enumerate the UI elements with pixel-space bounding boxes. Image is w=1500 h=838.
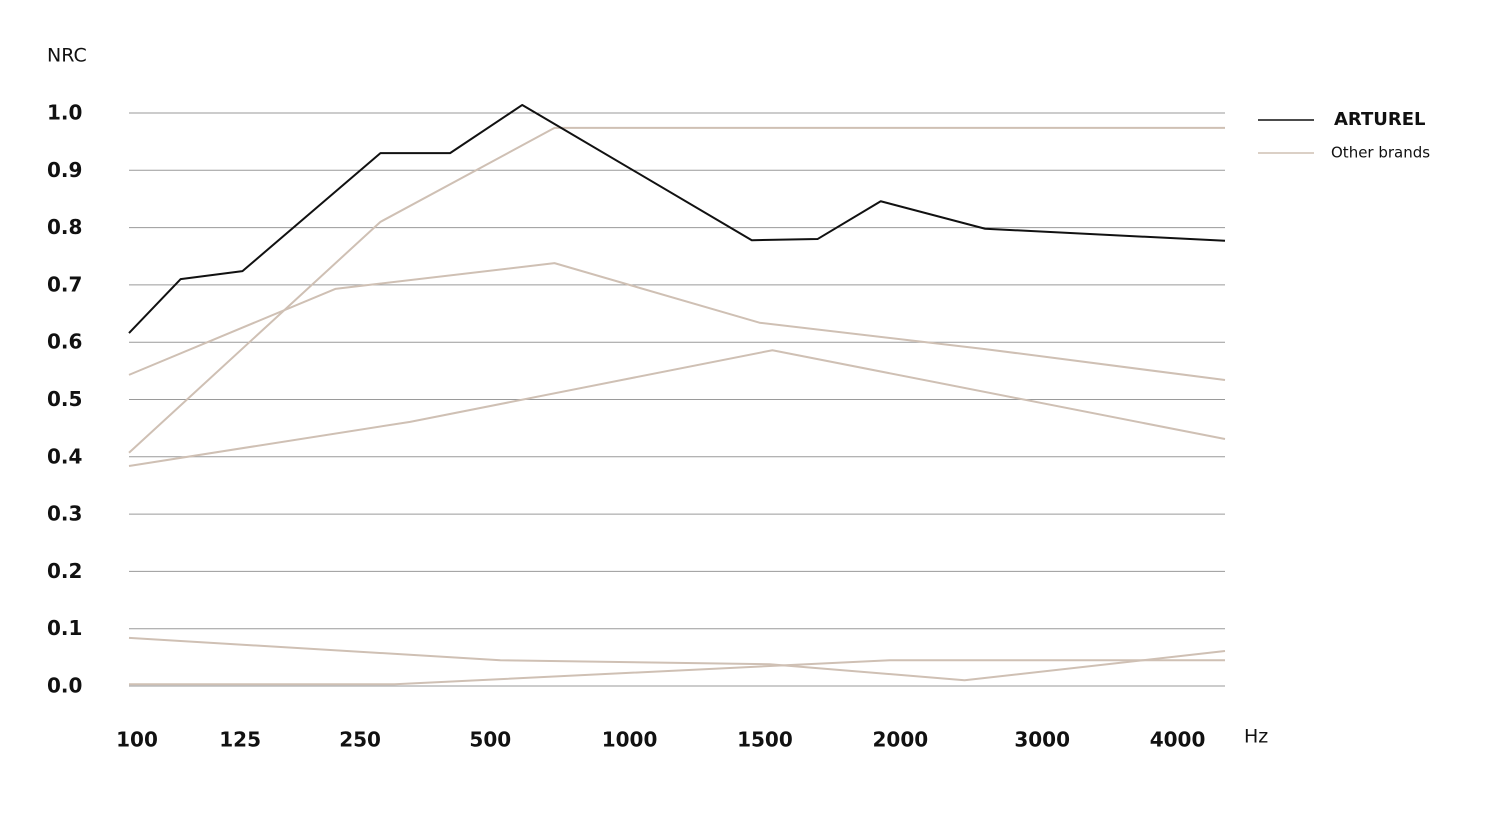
data-line [129, 659, 1225, 686]
x-tick-label: 4000 [1150, 728, 1206, 752]
data-line [128, 103, 1226, 334]
y-tick-label: 0.3 [47, 502, 82, 526]
x-tick-label: 2000 [872, 728, 928, 752]
x-tick-label: 3000 [1014, 728, 1070, 752]
y-tick-label: 0.1 [47, 616, 82, 640]
y-tick-label: 0.6 [47, 330, 82, 354]
y-tick-label: 1.0 [47, 101, 82, 125]
y-tick-label: 0.2 [47, 559, 82, 583]
y-tick-label: 0.9 [47, 158, 82, 182]
data-line [128, 636, 1226, 682]
data-line [128, 126, 1225, 454]
x-tick-label: 500 [469, 728, 511, 752]
legend-label: Other brands [1331, 144, 1430, 162]
data-line [128, 262, 1226, 382]
x-tick-label: 1500 [737, 728, 793, 752]
y-tick-label: 0.4 [47, 444, 82, 468]
legend-label: ARTUREL [1334, 109, 1426, 130]
x-tick-label: 100 [116, 728, 158, 752]
y-tick-label: 0.5 [47, 387, 82, 411]
x-tick-label: 125 [219, 728, 261, 752]
y-tick-label: 0.0 [47, 674, 82, 698]
y-tick-label: 0.8 [47, 215, 82, 239]
y-tick-label: 0.7 [47, 272, 82, 296]
x-tick-label: 1000 [602, 728, 658, 752]
data-line [128, 349, 1226, 467]
y-axis-label: NRC [47, 45, 87, 67]
x-axis-label: Hz [1244, 726, 1268, 748]
x-tick-label: 250 [339, 728, 381, 752]
